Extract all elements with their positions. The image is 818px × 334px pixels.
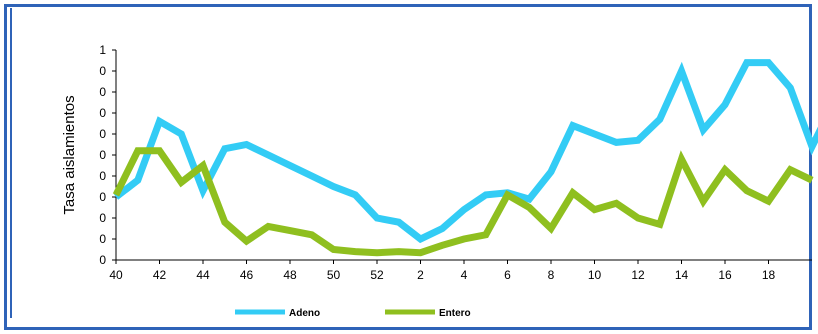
x-tick-label: 16: [718, 268, 732, 282]
axes: [112, 49, 812, 264]
series-lines: [112, 59, 818, 257]
y-tick-label: 1: [99, 43, 106, 57]
x-tick-label: 12: [631, 268, 645, 282]
x-tick-label: 52: [370, 268, 384, 282]
x-tick-label: 6: [504, 268, 511, 282]
x-tick-label: 2: [417, 268, 424, 282]
x-tick-label: 44: [196, 268, 210, 282]
y-tick-label: 0: [99, 85, 106, 99]
series-line-entero: [112, 147, 814, 257]
y-tick-label: 0: [99, 211, 106, 225]
x-tick-label: 10: [588, 268, 602, 282]
y-tick-label: 0: [99, 253, 106, 267]
x-tick-label: 46: [240, 268, 254, 282]
y-axis-label: Tasa aislamientos: [61, 95, 78, 214]
y-tick-label: 0: [99, 232, 106, 246]
y-tick-label: 0: [99, 148, 106, 162]
x-tick-label: 14: [675, 268, 689, 282]
x-tick-label: 48: [283, 268, 297, 282]
y-tick-label: 0: [99, 106, 106, 120]
y-tick-label: 0: [99, 127, 106, 141]
x-tick-label: 50: [327, 268, 341, 282]
legend-label-entero: Entero: [439, 308, 471, 319]
y-tick-labels: 0 0 0 0 0 0 0 0 0 0 1: [99, 43, 106, 267]
left-accent-rule: [10, 8, 12, 318]
legend: Adeno Entero: [235, 308, 471, 319]
x-tick-label: 42: [153, 268, 167, 282]
x-tick-label: 4: [461, 268, 468, 282]
legend-label-adeno: Adeno: [289, 308, 320, 319]
y-tick-label: 0: [99, 169, 106, 183]
y-tick-label: 0: [99, 64, 106, 78]
series-line-adeno: [113, 59, 818, 244]
x-tick-label: 40: [109, 268, 123, 282]
y-tick-label: 0: [99, 190, 106, 204]
x-tick-label: 8: [548, 268, 555, 282]
x-tick-labels: 40 42 44 46 48 50 52 2 4 6 8 10 12 14 16 18: [109, 268, 775, 282]
x-tick-label: 18: [762, 268, 776, 282]
